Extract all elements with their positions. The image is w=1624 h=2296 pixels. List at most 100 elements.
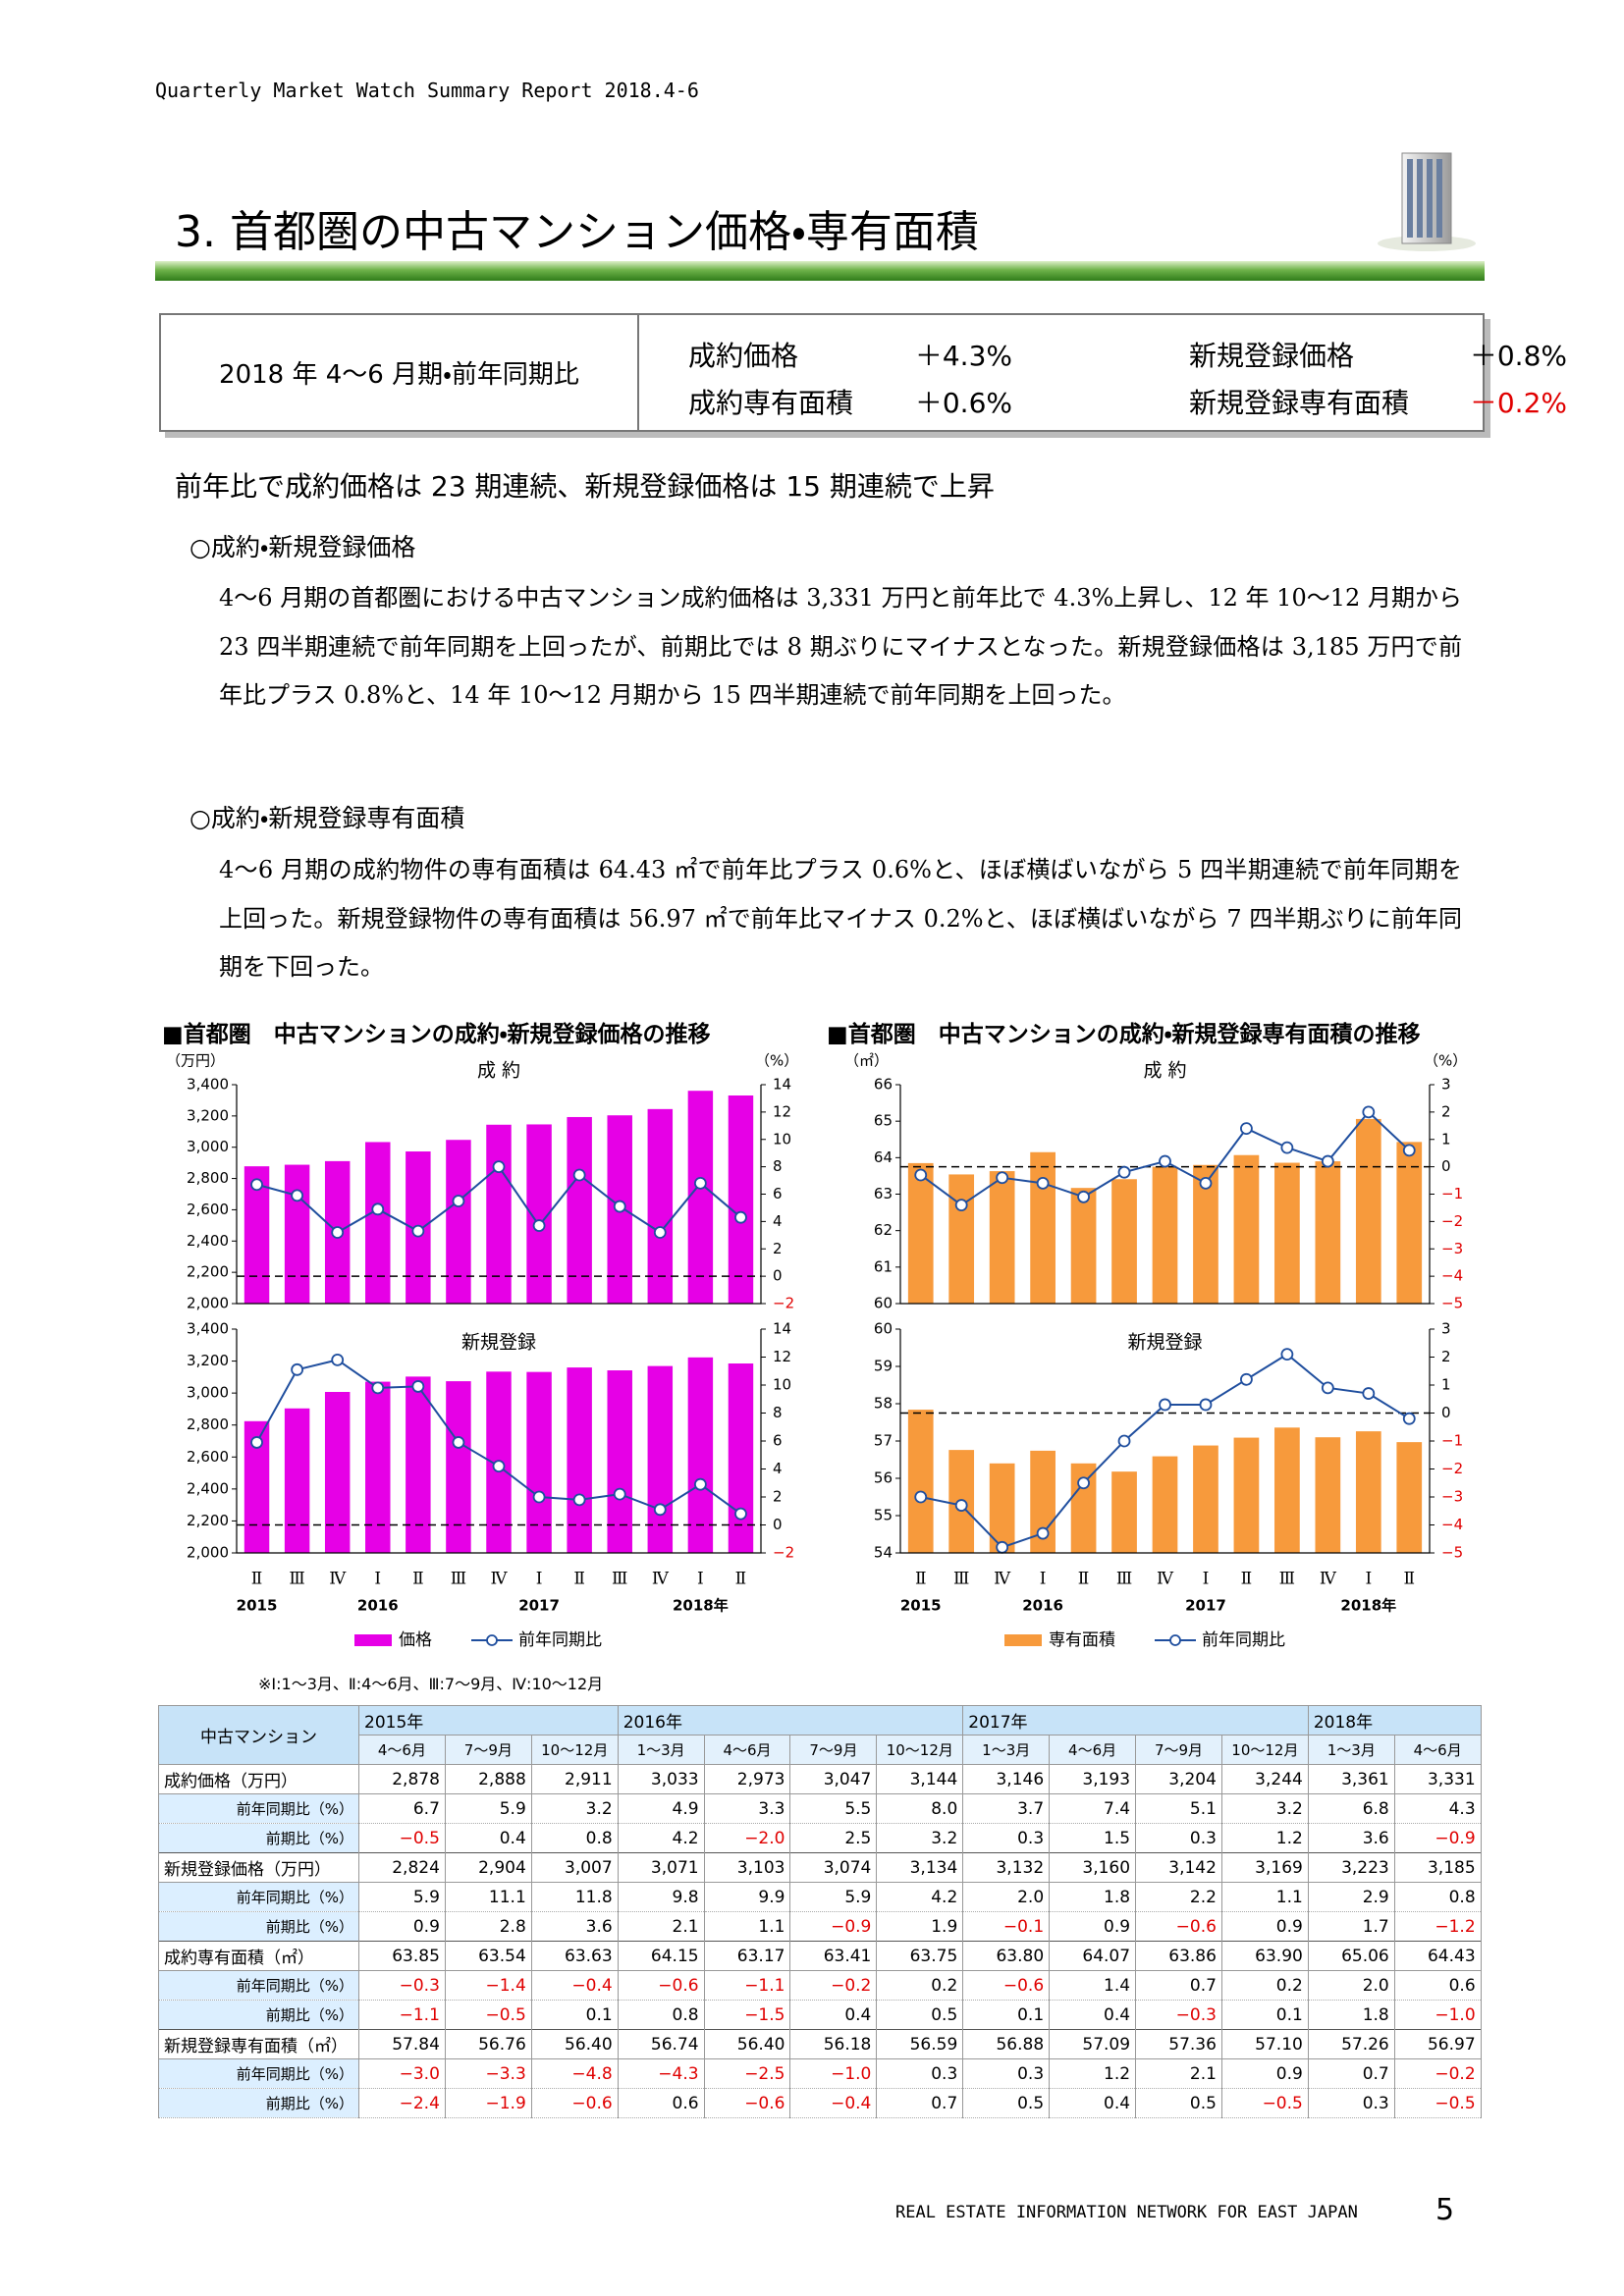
cell: 3.6 (530, 1911, 619, 1942)
section-text: 4〜6 月期の首都圏における中古マンション成約価格は 3,331 万円と前年比で… (219, 584, 1462, 709)
x-tick-label: Ⅲ (953, 1570, 969, 1589)
y-tick-label: 2,800 (187, 1169, 229, 1187)
row-label: 前期比（%） (158, 1911, 359, 1942)
cell: 64.15 (617, 1941, 705, 1971)
x-tick-label: Ⅱ (251, 1570, 263, 1589)
cell: 63.63 (530, 1941, 619, 1971)
bar (365, 1381, 391, 1553)
x-tick-label: Ⅱ (412, 1570, 424, 1589)
line-point (1362, 1105, 1376, 1119)
y2-tick-label: −3 (1441, 1240, 1463, 1257)
y-tick-label: 3,000 (187, 1384, 229, 1402)
bar (406, 1376, 431, 1553)
header-row: 中古マンション 2015年 2016年 2017年 2018年 (158, 1705, 1482, 1765)
line-point (452, 1436, 465, 1449)
section-text: 4〜6 月期の成約物件の専有面積は 64.43 ㎡で前年比プラス 0.6%と、ほ… (219, 856, 1462, 981)
cell: 3,185 (1393, 1852, 1482, 1883)
cell: 5.9 (789, 1882, 878, 1912)
cell: −4.3 (617, 2058, 705, 2089)
x-tick-label: Ⅲ (451, 1570, 466, 1589)
month-header: 10〜12月 (1220, 1735, 1309, 1765)
summary-item-label: 成約専有面積 (688, 387, 854, 419)
cell: 1.8 (1049, 1882, 1137, 1912)
cell: 2.8 (444, 1911, 532, 1942)
x-tick-label: Ⅱ (1403, 1570, 1415, 1589)
cell: 63.86 (1135, 1941, 1222, 1971)
cell: 3.6 (1307, 1823, 1395, 1853)
cell: 3,142 (1135, 1852, 1222, 1883)
x-tick-label: Ⅳ (994, 1570, 1011, 1589)
year-header: 2015年 (358, 1705, 619, 1735)
line-point (996, 1540, 1009, 1554)
cell: −0.2 (789, 1970, 878, 2001)
line-point (1402, 1144, 1416, 1157)
cell: 6.7 (358, 1793, 446, 1824)
cell: 63.75 (876, 1941, 964, 1971)
cell: 56.88 (962, 2029, 1051, 2059)
x-tick-label: Ⅰ (374, 1570, 381, 1589)
month-header: 7〜9月 (444, 1735, 532, 1765)
cell: −4.8 (530, 2058, 619, 2089)
line-point (1199, 1398, 1213, 1412)
y2-tick-label: 0 (773, 1516, 783, 1533)
line-point (613, 1200, 626, 1213)
table-row: 新規登録専有面積（㎡） 57.84 56.76 56.40 56.74 56.40 56.1… (158, 2029, 1482, 2059)
y2-tick-label: 2 (1441, 1348, 1451, 1365)
summary-label: 2018 年 4〜6 月期・前年同期比 (161, 315, 639, 430)
month-header: 4〜6月 (1393, 1735, 1482, 1765)
cell: 0.3 (876, 2058, 964, 2089)
cell: 6.8 (1307, 1793, 1395, 1824)
cell: 0.2 (1220, 1970, 1309, 2001)
cell: 1.2 (1220, 1823, 1309, 1853)
bar (1152, 1456, 1178, 1553)
data-table: 中古マンション 2015年 2016年 2017年 2018年 4〜6月 7〜9月 10〜12… (158, 1705, 1482, 2118)
cell: 56.18 (789, 2029, 878, 2059)
axes (899, 1085, 1431, 1305)
x-tick-label: Ⅱ (573, 1570, 585, 1589)
y2-tick-label: 4 (773, 1460, 783, 1477)
cell: 2,973 (703, 1764, 791, 1794)
y-tick-label: 64 (874, 1148, 893, 1166)
cell: −0.9 (1393, 1823, 1482, 1853)
table-corner: 中古マンション (158, 1705, 359, 1765)
line-point (1077, 1190, 1090, 1203)
cell: 2,824 (358, 1852, 446, 1883)
row-label: 成約専有面積（㎡） (158, 1941, 359, 1971)
bar (728, 1095, 754, 1304)
cell: −0.4 (789, 2088, 878, 2118)
cell: 2.5 (789, 1823, 878, 1853)
x-tick-label: Ⅳ (491, 1570, 509, 1589)
line-point (492, 1460, 506, 1473)
cell: 56.40 (530, 2029, 619, 2059)
y2-tick-label: 2 (773, 1488, 783, 1506)
y2-tick-label: 4 (773, 1212, 783, 1230)
cell: 3,007 (530, 1852, 619, 1883)
x-tick-label: Ⅰ (1203, 1570, 1210, 1589)
bar (1355, 1118, 1381, 1304)
section-heading: ○成約・新規登録専有面積 (189, 804, 465, 832)
legend-point (1169, 1634, 1181, 1646)
line-point (1280, 1141, 1294, 1154)
line-point (1321, 1154, 1334, 1168)
cell: 57.26 (1307, 2029, 1395, 2059)
bar (284, 1408, 310, 1553)
y2-tick-label: 1 (1441, 1130, 1451, 1148)
line-point (291, 1189, 304, 1202)
cell: −3.3 (444, 2058, 532, 2089)
row-label: 前期比（%） (158, 2088, 359, 2118)
cell: 1.2 (1049, 2058, 1137, 2089)
y-tick-label: 3,200 (187, 1106, 229, 1124)
month-header: 4〜6月 (1049, 1735, 1137, 1765)
section-heading: ○成約・新規登録価格 (189, 533, 416, 561)
legend-label: 専有面積 (1049, 1630, 1115, 1650)
chart-subtitle: 成 約 (1143, 1060, 1186, 1082)
x-tick-label: Ⅰ (697, 1570, 704, 1589)
chart-subtitle: 新規登録 (461, 1332, 536, 1354)
cell: 3,331 (1393, 1764, 1482, 1794)
line-point (1077, 1476, 1090, 1490)
month-header: 1〜3月 (962, 1735, 1051, 1765)
row-label: 前年同期比（%） (158, 2058, 359, 2089)
x-group-label: 2018年 (673, 1597, 729, 1615)
y-tick-label: 60 (874, 1320, 893, 1338)
table-row: 成約価格（万円） 2,878 2,888 2,911 3,033 2,973 3,047 3,… (158, 1764, 1482, 1794)
